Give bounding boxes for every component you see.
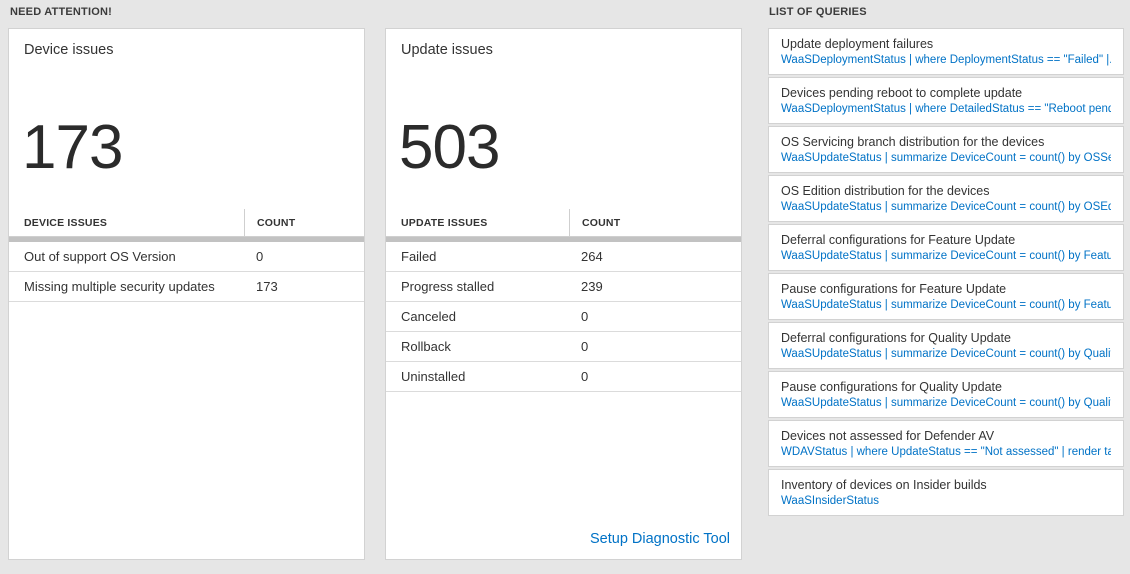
row-label: Uninstalled xyxy=(401,369,466,384)
device-issues-tile[interactable]: Device issues 173 DEVICE ISSUES COUNT Ou… xyxy=(8,28,365,560)
query-title: Devices pending reboot to complete updat… xyxy=(781,86,1023,100)
row-label: Missing multiple security updates xyxy=(24,279,215,294)
row-count: 0 xyxy=(581,369,589,384)
query-title: Deferral configurations for Feature Upda… xyxy=(781,233,1016,247)
query-item[interactable]: OS Servicing branch distribution for the… xyxy=(768,126,1124,173)
device-issues-big-count: 173 xyxy=(22,113,123,182)
query-item[interactable]: Pause configurations for Quality Update … xyxy=(768,371,1124,418)
list-of-queries-section-title: LIST OF QUERIES xyxy=(769,6,867,18)
update-issues-title: Update issues xyxy=(401,42,493,58)
update-issues-tile[interactable]: Update issues 503 UPDATE ISSUES COUNT Fa… xyxy=(385,28,742,560)
device-issues-table-header: DEVICE ISSUES COUNT xyxy=(9,209,364,237)
query-title: Pause configurations for Quality Update xyxy=(781,380,1002,394)
query-text: WaaSUpdateStatus | summarize DeviceCount… xyxy=(781,348,1111,360)
need-attention-section-title: NEED ATTENTION! xyxy=(10,6,112,18)
table-scrollbar[interactable] xyxy=(9,237,364,242)
query-item[interactable]: Devices not assessed for Defender AV WDA… xyxy=(768,420,1124,467)
row-count: 264 xyxy=(581,249,603,264)
setup-diagnostic-tool-link[interactable]: Setup Diagnostic Tool xyxy=(590,531,730,547)
count-column-header: COUNT xyxy=(244,209,364,236)
query-text: WaaSUpdateStatus | summarize DeviceCount… xyxy=(781,397,1111,409)
table-row[interactable]: Uninstalled 0 xyxy=(386,362,741,392)
query-item[interactable]: Deferral configurations for Quality Upda… xyxy=(768,322,1124,369)
query-item[interactable]: Pause configurations for Feature Update … xyxy=(768,273,1124,320)
table-row[interactable]: Canceled 0 xyxy=(386,302,741,332)
query-item[interactable]: Devices pending reboot to complete updat… xyxy=(768,77,1124,124)
update-issues-table-header: UPDATE ISSUES COUNT xyxy=(386,209,741,237)
row-count: 173 xyxy=(256,279,278,294)
row-label: Canceled xyxy=(401,309,456,324)
row-label: Rollback xyxy=(401,339,451,354)
table-row[interactable]: Progress stalled 239 xyxy=(386,272,741,302)
row-count: 0 xyxy=(581,339,589,354)
query-title: Inventory of devices on Insider builds xyxy=(781,478,987,492)
query-item[interactable]: Inventory of devices on Insider builds W… xyxy=(768,469,1124,516)
device-issues-title: Device issues xyxy=(24,42,114,58)
row-label: Progress stalled xyxy=(401,279,495,294)
device-issues-column-header: DEVICE ISSUES xyxy=(24,216,108,229)
query-title: OS Servicing branch distribution for the… xyxy=(781,135,1045,149)
query-title: Deferral configurations for Quality Upda… xyxy=(781,331,1011,345)
table-row[interactable]: Rollback 0 xyxy=(386,332,741,362)
query-text: WaaSDeploymentStatus | where DetailedSta… xyxy=(781,103,1111,115)
row-label: Failed xyxy=(401,249,437,264)
row-count: 0 xyxy=(581,309,589,324)
query-item[interactable]: Deferral configurations for Feature Upda… xyxy=(768,224,1124,271)
table-row[interactable]: Out of support OS Version 0 xyxy=(9,242,364,272)
query-title: OS Edition distribution for the devices xyxy=(781,184,990,198)
device-issues-table: DEVICE ISSUES COUNT Out of support OS Ve… xyxy=(9,209,364,302)
query-text: WaaSUpdateStatus | summarize DeviceCount… xyxy=(781,152,1111,164)
table-row[interactable]: Missing multiple security updates 173 xyxy=(9,272,364,302)
query-title: Update deployment failures xyxy=(781,37,934,51)
query-text: WaaSDeploymentStatus | where DeploymentS… xyxy=(781,54,1111,66)
update-issues-table: UPDATE ISSUES COUNT Failed 264 Progress … xyxy=(386,209,741,392)
table-scrollbar[interactable] xyxy=(386,237,741,242)
query-title: Devices not assessed for Defender AV xyxy=(781,429,995,443)
query-text: WDAVStatus | where UpdateStatus == "Not … xyxy=(781,446,1111,458)
query-text: WaaSUpdateStatus | summarize DeviceCount… xyxy=(781,299,1111,311)
update-issues-column-header: UPDATE ISSUES xyxy=(401,216,488,229)
query-text: WaaSUpdateStatus | summarize DeviceCount… xyxy=(781,201,1111,213)
query-title: Pause configurations for Feature Update xyxy=(781,282,1007,296)
row-count: 239 xyxy=(581,279,603,294)
update-issues-big-count: 503 xyxy=(399,113,500,182)
query-list: Update deployment failures WaaSDeploymen… xyxy=(768,28,1124,518)
query-item[interactable]: OS Edition distribution for the devices … xyxy=(768,175,1124,222)
row-label: Out of support OS Version xyxy=(24,249,176,264)
query-text: WaaSUpdateStatus | summarize DeviceCount… xyxy=(781,250,1111,262)
row-count: 0 xyxy=(256,249,264,264)
query-item[interactable]: Update deployment failures WaaSDeploymen… xyxy=(768,28,1124,75)
count-column-header: COUNT xyxy=(569,209,741,236)
query-text: WaaSInsiderStatus xyxy=(781,495,880,507)
table-row[interactable]: Failed 264 xyxy=(386,242,741,272)
